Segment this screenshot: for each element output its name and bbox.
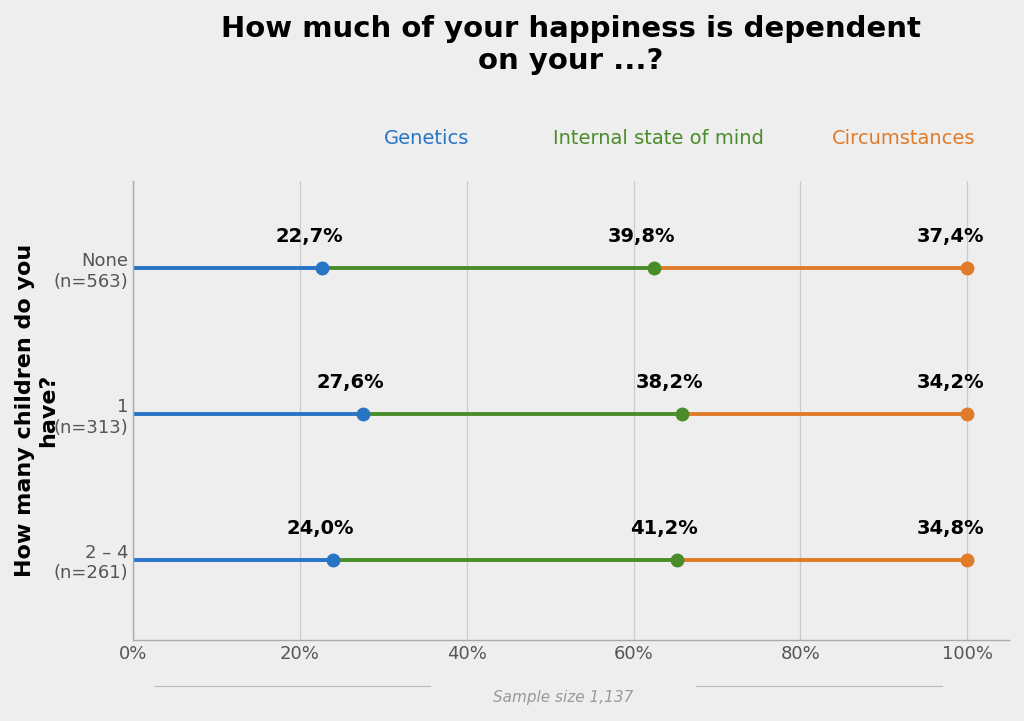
- Text: 34,8%: 34,8%: [916, 519, 984, 538]
- Text: 38,2%: 38,2%: [636, 373, 703, 392]
- Text: 34,2%: 34,2%: [916, 373, 984, 392]
- Text: 37,4%: 37,4%: [916, 227, 984, 246]
- Text: Internal state of mind: Internal state of mind: [553, 129, 764, 149]
- Text: Sample size 1,137: Sample size 1,137: [493, 691, 634, 705]
- Text: 22,7%: 22,7%: [275, 227, 344, 246]
- Text: 27,6%: 27,6%: [316, 373, 384, 392]
- Text: 24,0%: 24,0%: [287, 519, 354, 538]
- Title: How much of your happiness is dependent
on your ...?: How much of your happiness is dependent …: [221, 15, 921, 76]
- Text: 41,2%: 41,2%: [631, 519, 698, 538]
- Text: Genetics: Genetics: [384, 129, 469, 149]
- Text: Circumstances: Circumstances: [833, 129, 976, 149]
- Text: 39,8%: 39,8%: [608, 227, 676, 246]
- Y-axis label: How many children do you
have?: How many children do you have?: [15, 244, 58, 577]
